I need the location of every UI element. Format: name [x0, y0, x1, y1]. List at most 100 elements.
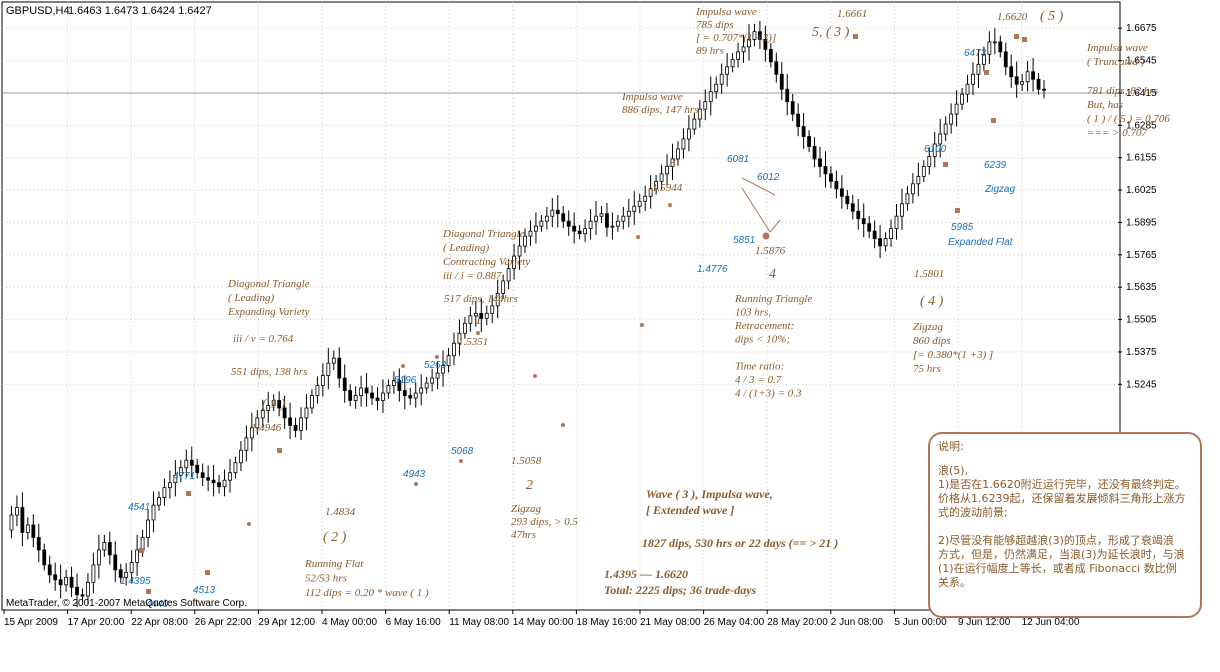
candle [1025, 61, 1030, 92]
x-tick-label: 12 Jun 04:00 [1022, 617, 1080, 628]
candle-body [42, 549, 47, 566]
subwave-label: 4440 [146, 599, 169, 610]
subwave-label: 6081 [727, 154, 749, 165]
candle-body [741, 46, 746, 53]
candle [162, 478, 167, 506]
note-spacer [938, 454, 1192, 464]
candle-body [304, 407, 309, 419]
subwave-label: 4771 [173, 471, 195, 482]
candle-body [167, 482, 172, 489]
candle [621, 206, 626, 230]
candle [239, 441, 243, 472]
candle-body [484, 312, 489, 319]
candle [834, 170, 839, 199]
candle [468, 306, 473, 332]
note-lines: 浪(5), 1)是否在1.6620附近运行完毕，还没有最终判定。 价格从1.6239… [938, 464, 1192, 590]
annotation-diagonal-expanding-hrs: 551 dips, 138 hrs [231, 366, 307, 378]
candle-body [686, 128, 691, 140]
candle [971, 62, 975, 96]
x-tick-label: 22 Apr 08:00 [131, 617, 188, 628]
subwave-label: 6239 [984, 160, 1007, 171]
candle [75, 573, 79, 608]
annotation-line: Zigzag [511, 503, 541, 515]
candle-body [249, 427, 254, 439]
candle [184, 449, 189, 478]
candle [118, 563, 123, 583]
annotation-impulse-right2: 781 dips, 82 hrs But, has ( 1 ) / ( 5 ) = … [1087, 85, 1170, 139]
annotation-line: 785 dips [696, 19, 734, 31]
price-label: 1.6661 [837, 8, 867, 20]
annotation-line: Zigzag [913, 321, 943, 333]
candle [386, 379, 391, 399]
marker [1022, 37, 1027, 42]
candle [779, 62, 784, 101]
wave-label: 1 [475, 313, 482, 328]
marker [435, 355, 439, 359]
wave-label: ( 4 ) [920, 294, 944, 309]
annotation-impulse-right: Impulsa wave ( Truncated ) [1086, 42, 1148, 68]
candle [86, 573, 90, 605]
annotation-wave3-dips: 1827 dips, 530 hrs or 22 days (== > 21 ) [642, 536, 838, 550]
subwave-label: Expanded Flat [948, 237, 1014, 248]
candle-body [987, 41, 992, 55]
y-axis: 1.6675 1.6545 1.6415 1.6285 1.6155 1.6025 1.58… [1118, 23, 1157, 390]
x-tick-label: 15 Apr 2009 [4, 617, 58, 628]
candle [943, 116, 948, 141]
candle [517, 230, 522, 270]
annotation-line: Diagonal Triangle [227, 278, 310, 290]
candle-body [441, 365, 445, 374]
candle-body [342, 377, 347, 391]
candle [998, 35, 1003, 58]
candle-body [277, 400, 282, 409]
candle-body [555, 209, 560, 215]
candle [648, 175, 653, 209]
candle-body [9, 514, 14, 531]
annotation-zigzag-4: Zigzag 860 dips [= 0.380*(1 +3) ] 75 hrs [913, 321, 993, 375]
candle [708, 76, 713, 116]
annotation-impulse-top: Impulsa wave 785 dips[ = 0.707*(1 +3)] 89 … [695, 6, 776, 57]
candle-body [386, 385, 391, 394]
candle-body [665, 166, 669, 175]
candle-body [408, 395, 413, 399]
candle-body [1014, 76, 1019, 85]
candle-body [517, 245, 522, 257]
candle-body [69, 576, 74, 588]
candle-body [839, 188, 844, 197]
candle [310, 389, 314, 414]
annotation-diagonal-expanding-ratio: iii / v = 0.764 [233, 333, 294, 345]
candle-body [162, 487, 167, 499]
candle-body [894, 215, 899, 230]
candle-body [337, 357, 342, 379]
y-tick-label: 1.6675 [1126, 23, 1157, 34]
candle [829, 166, 833, 189]
candle [665, 154, 669, 185]
candle [763, 25, 768, 62]
x-tick-label: 11 May 08:00 [449, 617, 509, 628]
note-title: 说明: [938, 440, 964, 453]
candle [528, 220, 533, 246]
candle [872, 220, 877, 249]
candle [20, 492, 25, 547]
candle [1009, 54, 1014, 88]
annotation-wave3: Wave ( 3 ), Impulsa wave, [ Extended wave… [646, 487, 773, 517]
candle [921, 160, 926, 182]
candle-body [391, 380, 396, 386]
candle-body [375, 397, 380, 401]
candle [588, 208, 593, 240]
candle [550, 198, 555, 228]
chart-ohlc: 1.6463 1.6473 1.6424 1.6427 [68, 5, 212, 17]
y-tick-label: 1.5895 [1126, 217, 1157, 228]
candle [949, 103, 954, 134]
candle-body [1042, 88, 1046, 91]
candle-body [943, 123, 948, 135]
candle [758, 20, 762, 50]
candle-body [206, 477, 211, 481]
candle [686, 115, 691, 152]
candle [719, 63, 724, 94]
candle-body [53, 574, 58, 581]
candle [632, 191, 637, 225]
subwave-label: 4513 [193, 585, 216, 596]
candle-body [971, 73, 975, 85]
annotation-line: [ = 0.707*(1 +3)] [696, 32, 776, 44]
